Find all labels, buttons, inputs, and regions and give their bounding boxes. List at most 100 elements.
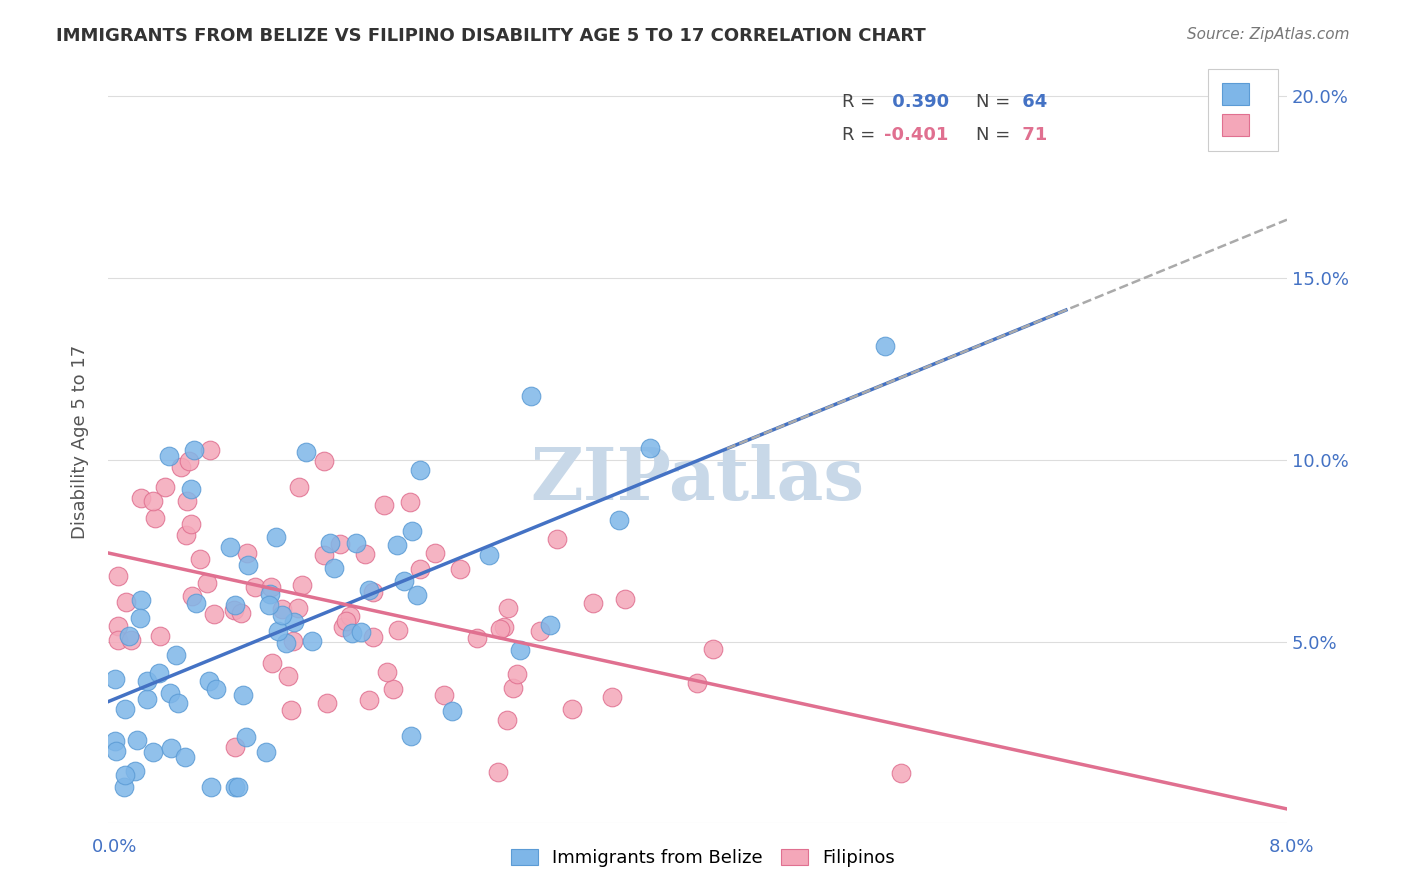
Text: 0.390: 0.390: [886, 93, 949, 111]
Point: [125, 732, 148, 747]
Point: [165, 648, 187, 662]
Point: [359, 692, 381, 706]
Point: [392, 574, 415, 588]
Point: [198, 442, 221, 457]
Text: N =: N =: [976, 126, 1010, 144]
Point: [600, 690, 623, 705]
Point: [105, 744, 128, 758]
Point: [433, 688, 456, 702]
Text: N =: N =: [976, 93, 1010, 111]
Point: [291, 578, 314, 592]
Point: [264, 530, 287, 544]
Point: [166, 697, 188, 711]
Point: [315, 696, 337, 710]
Point: [409, 463, 432, 477]
Point: [538, 617, 561, 632]
Legend: Immigrants from Belize, Filipinos: Immigrants from Belize, Filipinos: [503, 841, 903, 874]
Text: R =: R =: [842, 93, 876, 111]
Point: [873, 339, 896, 353]
Point: [142, 745, 165, 759]
Point: [496, 601, 519, 615]
Point: [104, 672, 127, 686]
Point: [200, 780, 222, 794]
Point: [124, 764, 146, 778]
Point: [638, 441, 661, 455]
Point: [283, 615, 305, 629]
Point: [319, 535, 342, 549]
Point: [186, 596, 208, 610]
Point: [224, 739, 246, 754]
Point: [224, 780, 246, 794]
Point: [224, 603, 246, 617]
Legend: , : ,: [1208, 69, 1278, 151]
Point: [267, 624, 290, 639]
Point: [174, 527, 197, 541]
Point: [260, 580, 283, 594]
Point: [159, 686, 181, 700]
Point: [107, 632, 129, 647]
Text: 0.0%: 0.0%: [91, 838, 136, 856]
Point: [401, 524, 423, 538]
Point: [295, 445, 318, 459]
Point: [281, 634, 304, 648]
Point: [219, 540, 242, 554]
Point: [335, 614, 357, 628]
Point: [440, 704, 463, 718]
Point: [176, 494, 198, 508]
Point: [274, 636, 297, 650]
Point: [361, 631, 384, 645]
Point: [509, 642, 531, 657]
Point: [120, 633, 142, 648]
Point: [112, 780, 135, 794]
Point: [496, 713, 519, 727]
Point: [492, 620, 515, 634]
Point: [271, 602, 294, 616]
Point: [478, 548, 501, 562]
Point: [183, 442, 205, 457]
Point: [409, 562, 432, 576]
Point: [224, 599, 246, 613]
Point: [607, 513, 630, 527]
Point: [180, 483, 202, 497]
Point: [546, 532, 568, 546]
Point: [271, 608, 294, 623]
Point: [506, 667, 529, 681]
Point: [188, 552, 211, 566]
Point: [339, 608, 361, 623]
Point: [314, 454, 336, 468]
Point: [561, 702, 583, 716]
Point: [520, 389, 543, 403]
Point: [254, 745, 277, 759]
Point: [686, 675, 709, 690]
Point: [107, 619, 129, 633]
Point: [357, 582, 380, 597]
Point: [314, 548, 336, 562]
Point: [243, 580, 266, 594]
Point: [104, 734, 127, 748]
Point: [107, 568, 129, 582]
Point: [236, 546, 259, 560]
Point: [173, 749, 195, 764]
Point: [153, 480, 176, 494]
Text: -0.401: -0.401: [884, 126, 948, 144]
Y-axis label: Disability Age 5 to 17: Disability Age 5 to 17: [72, 344, 89, 539]
Point: [257, 599, 280, 613]
Point: [406, 588, 429, 602]
Point: [195, 575, 218, 590]
Point: [387, 624, 409, 638]
Point: [136, 692, 159, 706]
Point: [129, 593, 152, 607]
Point: [277, 669, 299, 683]
Point: [323, 561, 346, 575]
Point: [465, 632, 488, 646]
Point: [332, 620, 354, 634]
Point: [169, 460, 191, 475]
Point: [129, 491, 152, 505]
Text: ZIPatlas: ZIPatlas: [530, 444, 865, 516]
Point: [488, 622, 510, 636]
Point: [301, 634, 323, 648]
Point: [136, 674, 159, 689]
Point: [114, 702, 136, 716]
Point: [373, 498, 395, 512]
Point: [486, 765, 509, 780]
